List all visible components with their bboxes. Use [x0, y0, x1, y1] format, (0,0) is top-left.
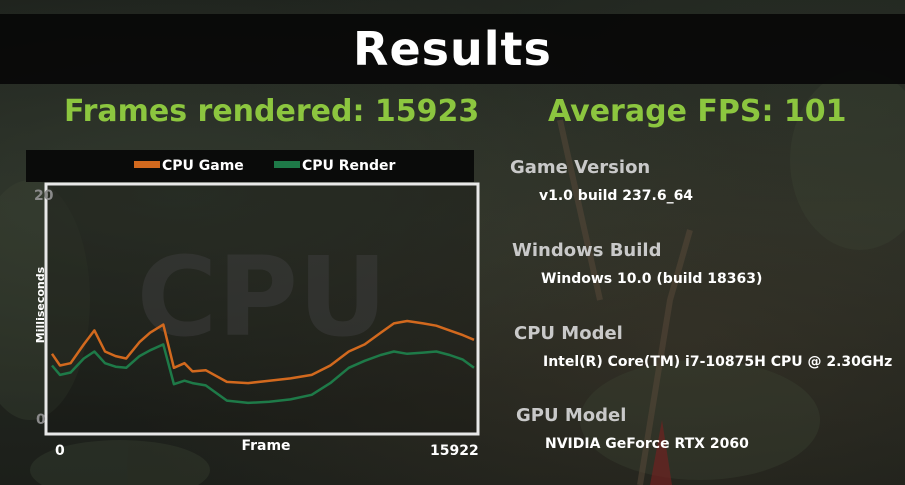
plot-background [46, 184, 478, 434]
frames-rendered-heading: Frames rendered: 15923 [64, 94, 480, 129]
game-version-value: v1.0 build 237.6_64 [539, 188, 694, 204]
legend-label-cpu-game: CPU Game [162, 158, 244, 174]
legend-label-cpu-render: CPU Render [302, 158, 396, 174]
y-axis-label: Milliseconds [34, 266, 47, 343]
title-banner: Results [0, 14, 905, 84]
gpu-model-label: GPU Model [516, 405, 627, 426]
cpu-model-value: Intel(R) Core(TM) i7-10875H CPU @ 2.30GH… [543, 354, 893, 370]
cpu-model-label: CPU Model [514, 323, 623, 344]
series-line-cpu-render [51, 343, 475, 405]
plot-frame [44, 182, 480, 436]
game-version-label: Game Version [510, 157, 651, 178]
y-tick-label-min: 0 [36, 412, 46, 428]
average-fps-heading: Average FPS: 101 [548, 94, 847, 129]
page-title: Results [353, 22, 552, 76]
legend-swatch-cpu-game [134, 160, 160, 168]
legend-swatch-cpu-render [274, 160, 300, 168]
y-tick-label-max: 20 [34, 188, 54, 204]
x-tick-label-min: 0 [55, 443, 65, 459]
x-tick-label-max: 15922 [430, 443, 479, 459]
series-line-cpu-game [50, 319, 475, 385]
x-axis-label: Frame [241, 438, 290, 454]
gpu-model-value: NVIDIA GeForce RTX 2060 [545, 436, 749, 452]
legend-item-cpu-render: CPU Render [274, 158, 395, 174]
windows-build-value: Windows 10.0 (build 18363) [541, 271, 763, 287]
chart-legend: CPU Game CPU Render [26, 150, 474, 182]
windows-build-label: Windows Build [512, 240, 662, 261]
legend-item-cpu-game: CPU Game [134, 158, 244, 174]
chart-watermark: CPU [137, 233, 388, 361]
